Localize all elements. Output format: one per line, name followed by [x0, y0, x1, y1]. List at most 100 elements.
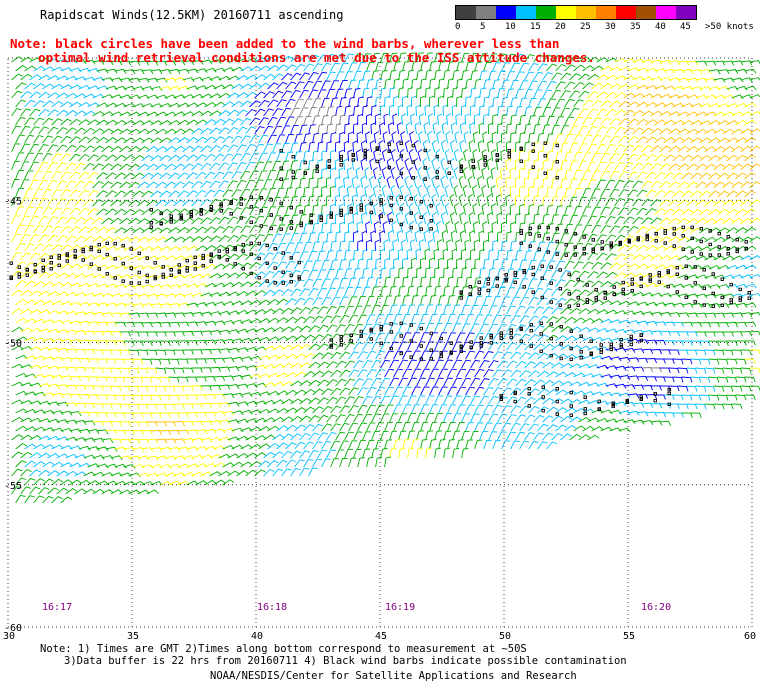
wind-barb: [245, 74, 258, 81]
wind-barb: [78, 479, 91, 486]
wind-barb: [663, 245, 676, 252]
wind-barb: [330, 440, 341, 450]
contamination-circle: [583, 395, 587, 399]
wind-barb: [65, 127, 77, 135]
contamination-circle: [399, 351, 403, 356]
wind-barb: [195, 245, 208, 252]
contamination-circle: [121, 279, 125, 283]
wind-barb: [344, 305, 354, 315]
wind-barb: [533, 287, 544, 297]
wind-barb: [497, 88, 505, 99]
contamination-circle: [576, 277, 580, 282]
wind-barb: [374, 239, 380, 252]
wind-barb: [645, 245, 658, 252]
wind-barb: [398, 267, 405, 279]
wind-barb: [515, 342, 527, 351]
wind-barb: [506, 88, 515, 99]
wind-barb: [96, 190, 108, 198]
wind-barb: [249, 280, 262, 288]
wind-barb: [78, 67, 91, 73]
contamination-circle: [97, 242, 101, 247]
wind-barb: [249, 426, 262, 432]
wind-barb: [357, 369, 368, 378]
wind-barb: [587, 345, 600, 351]
wind-barb: [105, 394, 117, 401]
wind-barb: [668, 385, 680, 392]
wind-barb: [501, 387, 513, 396]
wind-barb: [369, 212, 375, 225]
wind-barb: [690, 322, 703, 328]
wind-barb: [510, 351, 522, 360]
wind-barb: [632, 216, 644, 225]
wind-barb: [596, 309, 609, 315]
wind-barb: [564, 151, 573, 162]
wind-barb: [285, 242, 295, 252]
wind-barb: [334, 176, 340, 189]
wind-barb: [245, 179, 256, 189]
wind-barb: [294, 279, 305, 288]
wind-barb: [168, 480, 181, 486]
wind-barb: [263, 143, 273, 153]
wind-barb: [294, 371, 307, 378]
wind-barb: [609, 262, 622, 270]
wind-barb: [605, 234, 617, 243]
wind-barb: [510, 97, 518, 108]
wind-barb: [254, 469, 266, 477]
wind-barb: [582, 280, 594, 288]
wind-barb: [591, 65, 604, 72]
wind-barb: [431, 140, 437, 153]
wind-barb: [105, 137, 118, 144]
wind-barb: [177, 321, 190, 327]
wind-barb: [330, 149, 336, 161]
wind-barb: [659, 59, 672, 65]
contamination-circle: [429, 227, 433, 231]
wind-barb: [627, 84, 640, 90]
wind-barb: [542, 213, 550, 225]
contamination-circle: [594, 296, 598, 300]
wind-barb: [173, 331, 185, 337]
wind-barb: [528, 204, 535, 216]
wind-barb: [74, 420, 87, 426]
wind-barb: [596, 417, 609, 423]
wind-barb: [276, 187, 285, 198]
wind-barb: [632, 75, 645, 81]
wind-barb: [276, 279, 288, 288]
wind-barb: [717, 154, 730, 162]
wind-barb: [497, 230, 503, 242]
wind-barb: [704, 77, 717, 83]
wind-barb: [29, 197, 39, 207]
wind-barb: [668, 181, 680, 189]
wind-barb: [672, 302, 685, 308]
wind-barb: [65, 488, 78, 495]
wind-barb: [173, 77, 186, 83]
wind-barb: [591, 426, 604, 432]
wind-barb: [326, 342, 338, 351]
wind-barb: [344, 396, 355, 405]
contamination-circle: [681, 225, 685, 230]
wind-barb: [578, 215, 588, 225]
wind-barb: [447, 332, 457, 342]
wind-barb: [294, 151, 302, 162]
wind-barb: [479, 323, 489, 333]
wind-barb: [87, 154, 99, 162]
wind-barb: [128, 236, 141, 243]
wind-barb: [600, 206, 611, 216]
footer-note-2: 3)Data buffer is 22 hrs from 20160711 4)…: [64, 655, 627, 667]
contamination-circle: [281, 281, 285, 285]
wind-barb: [213, 375, 226, 381]
wind-barb: [317, 414, 329, 423]
wind-barb: [623, 235, 635, 243]
contamination-circle: [435, 175, 439, 180]
contamination-circle: [289, 220, 293, 224]
wind-barb: [578, 308, 591, 315]
wind-barb: [524, 361, 536, 369]
contamination-circle: [507, 148, 511, 153]
wind-barb: [447, 386, 457, 396]
wind-barb: [119, 403, 131, 410]
wind-barb: [390, 184, 396, 198]
wind-barb: [420, 404, 430, 414]
contamination-circle: [219, 202, 223, 206]
wind-barb: [533, 231, 541, 243]
wind-barb: [231, 392, 244, 398]
wind-barb: [335, 88, 344, 99]
